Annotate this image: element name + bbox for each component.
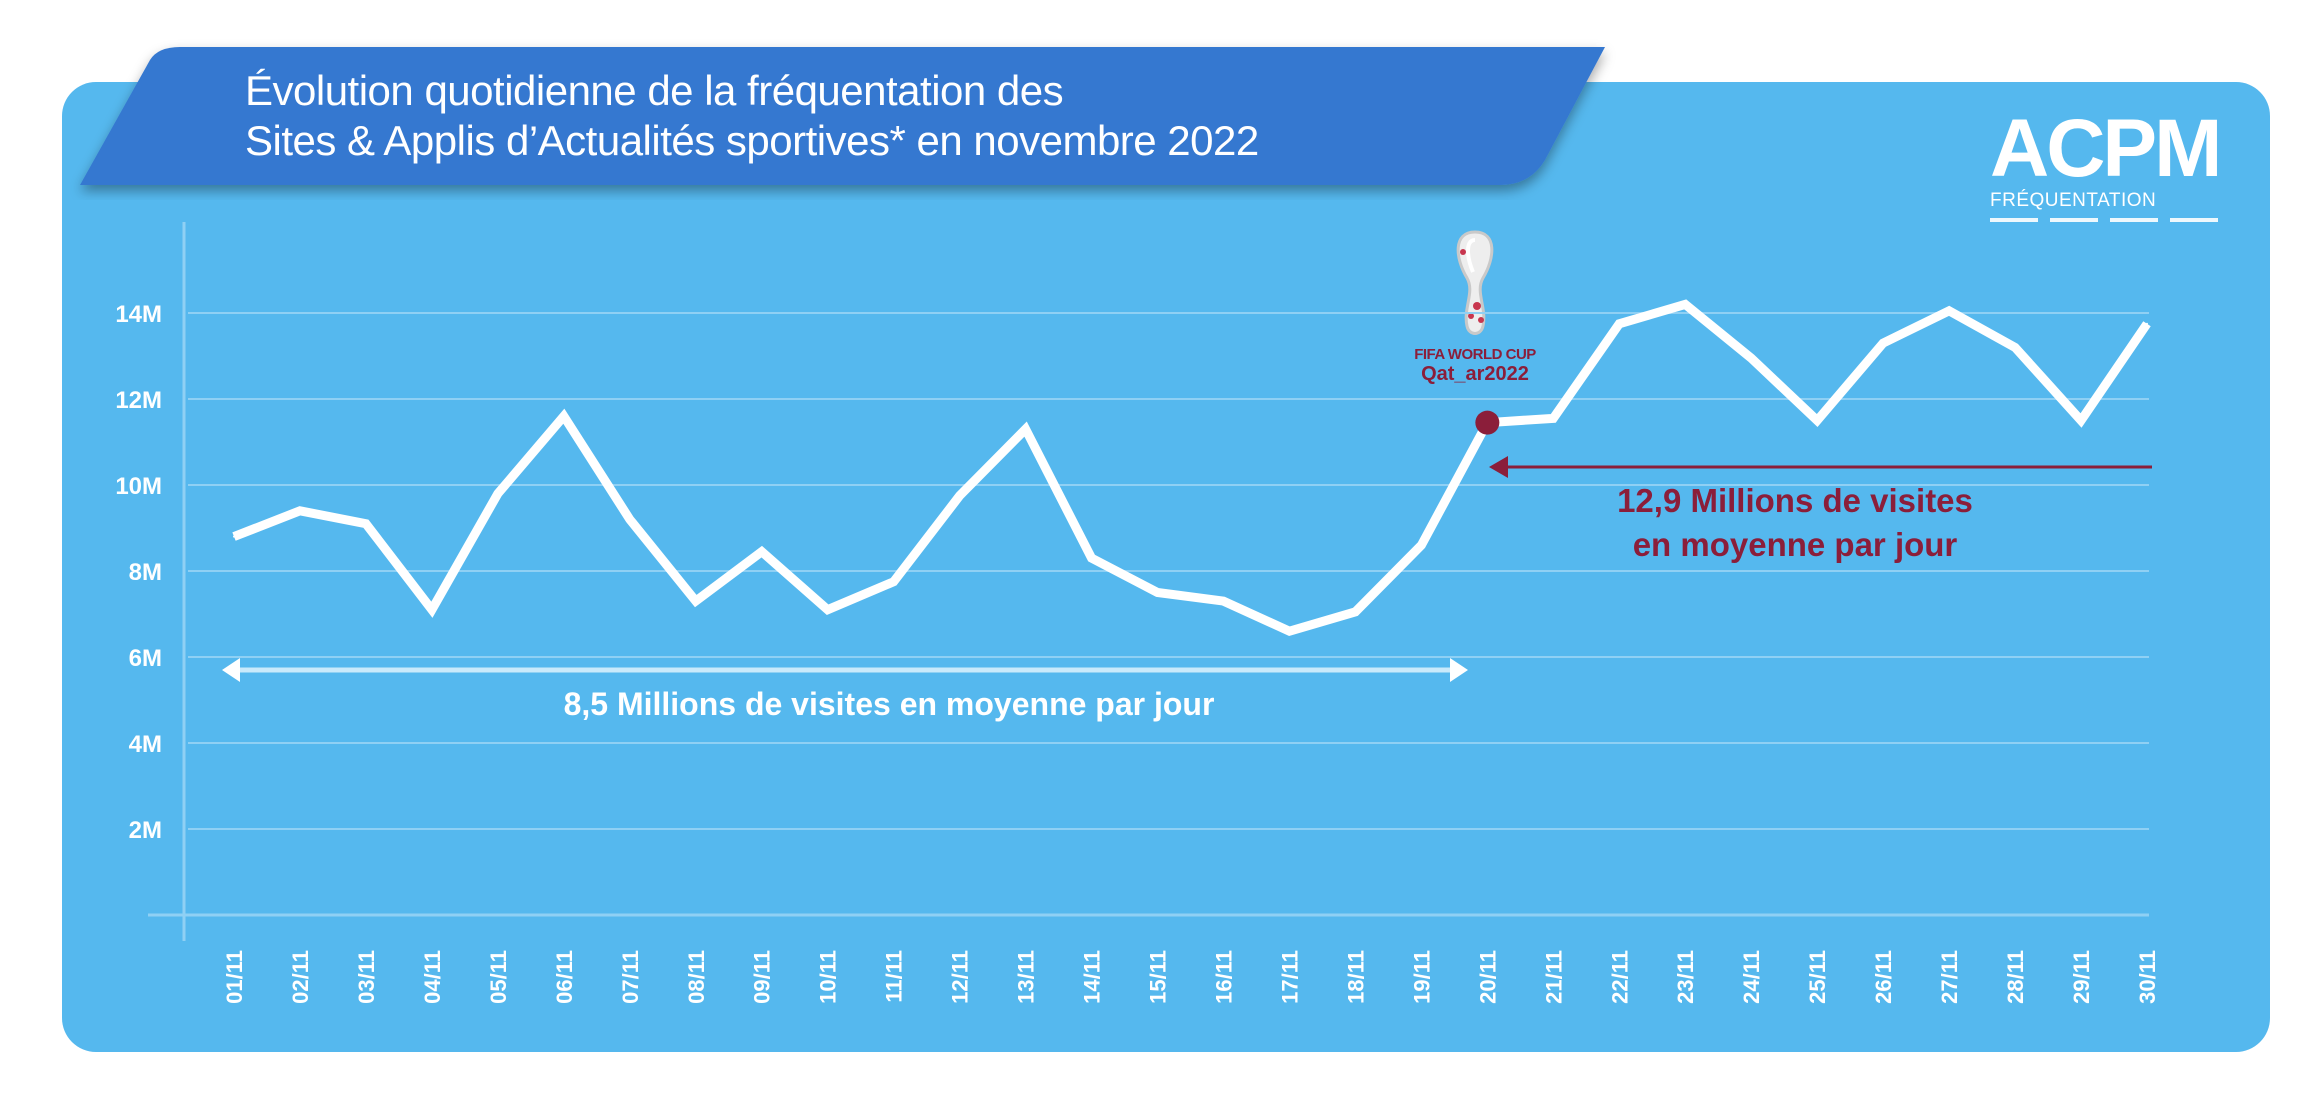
arrow-head-right xyxy=(1450,658,1468,682)
y-tick-label: 6M xyxy=(129,645,162,672)
series-line xyxy=(232,299,2151,636)
data-point xyxy=(1882,342,1885,345)
data-point xyxy=(562,415,565,418)
x-tick-label: 24/11 xyxy=(1739,950,1764,1004)
data-point xyxy=(364,522,367,525)
x-tick-label: 11/11 xyxy=(882,950,907,1003)
arrow-head-left xyxy=(222,658,240,682)
x-tick-label: 02/11 xyxy=(288,950,313,1004)
x-tick-label: 04/11 xyxy=(420,950,445,1004)
x-tick-label: 28/11 xyxy=(2003,950,2028,1004)
data-point xyxy=(1684,303,1687,306)
x-tick-label: 03/11 xyxy=(354,950,379,1004)
y-tick-label: 14M xyxy=(115,301,162,328)
chart-title: Évolution quotidienne de la fréquentatio… xyxy=(245,66,1259,166)
fifa-line-2: Qat_ar2022 xyxy=(1421,363,1529,385)
x-tick-label: 08/11 xyxy=(684,950,709,1004)
data-point xyxy=(1618,322,1621,325)
x-tick-label: 29/11 xyxy=(2069,950,2094,1004)
data-point xyxy=(2014,346,2017,349)
data-point xyxy=(496,492,499,495)
data-point xyxy=(958,494,961,497)
data-point xyxy=(1156,591,1159,594)
acpm-subtitle: FRÉQUENTATION xyxy=(1990,190,2157,211)
data-point xyxy=(430,608,433,611)
x-tick-label: 06/11 xyxy=(552,950,577,1004)
data-point xyxy=(760,550,763,553)
x-tick-label: 09/11 xyxy=(750,950,775,1004)
data-point xyxy=(233,535,235,538)
x-tick-label: 15/11 xyxy=(1146,950,1171,1004)
highlight-point-marker xyxy=(1475,410,1500,435)
y-tick-label: 4M xyxy=(129,731,162,758)
x-tick-label: 26/11 xyxy=(1871,950,1896,1004)
acpm-bars xyxy=(1990,218,2222,222)
data-point xyxy=(1024,428,1027,431)
chart-panel xyxy=(62,82,2270,1052)
arrow-head-left xyxy=(1489,456,1508,478)
x-tick-label: 19/11 xyxy=(1409,950,1434,1004)
y-tick-label: 12M xyxy=(115,387,162,414)
y-tick-label: 8M xyxy=(129,559,162,586)
data-point xyxy=(298,509,301,512)
x-tick-label: 20/11 xyxy=(1475,950,1500,1004)
x-tick-label: 21/11 xyxy=(1541,950,1566,1004)
y-tick-label: 10M xyxy=(115,473,162,500)
y-tick-label: 2M xyxy=(129,817,162,844)
data-point xyxy=(2080,419,2083,422)
x-tick-label: 14/11 xyxy=(1080,950,1105,1004)
acpm-brand: ACPM xyxy=(1990,103,2222,194)
data-point xyxy=(628,518,631,521)
x-tick-label: 22/11 xyxy=(1607,950,1632,1004)
x-tick-label: 10/11 xyxy=(816,950,841,1004)
data-point xyxy=(694,600,697,603)
data-point xyxy=(1420,544,1423,547)
data-point xyxy=(1090,557,1093,560)
average-after-label-1: 12,9 Millions de visites xyxy=(1617,482,1973,519)
data-point xyxy=(826,608,829,611)
x-tick-label: 07/11 xyxy=(618,950,643,1004)
x-tick-label: 25/11 xyxy=(1805,950,1830,1004)
x-tick-label: 01/11 xyxy=(222,950,247,1004)
fifa-world-cup-logo: FIFA WORLD CUP Qat_ar2022 xyxy=(1405,228,1545,385)
title-line-2: Sites & Applis d’Actualités sportives* e… xyxy=(245,117,1259,164)
x-tick-label: 27/11 xyxy=(1937,950,1962,1004)
x-tick-label: 16/11 xyxy=(1211,950,1236,1004)
data-point xyxy=(1816,419,1819,422)
x-tick-label: 17/11 xyxy=(1277,950,1302,1004)
acpm-logo: ACPM FRÉQUENTATION xyxy=(1990,108,2230,222)
data-point xyxy=(1552,417,1555,420)
x-tick-label: 13/11 xyxy=(1014,950,1039,1004)
data-point xyxy=(1288,630,1291,633)
data-point xyxy=(892,580,895,583)
data-point xyxy=(1750,357,1753,360)
data-point xyxy=(1948,309,1951,312)
average-after-label-2: en moyenne par jour xyxy=(1633,526,1958,563)
x-tick-label: 23/11 xyxy=(1673,950,1698,1004)
x-tick-label: 12/11 xyxy=(948,950,973,1004)
x-tick-label: 18/11 xyxy=(1343,950,1368,1004)
average-before-label: 8,5 Millions de visites en moyenne par j… xyxy=(564,686,1215,722)
fifa-line-1: FIFA WORLD CUP xyxy=(1414,346,1536,363)
x-tick-label: 05/11 xyxy=(486,950,511,1004)
title-line-1: Évolution quotidienne de la fréquentatio… xyxy=(245,67,1064,114)
world-cup-trophy-icon xyxy=(1456,230,1494,335)
data-point xyxy=(1222,600,1225,603)
data-point xyxy=(2146,322,2148,325)
data-point xyxy=(1354,610,1357,613)
x-tick-label: 30/11 xyxy=(2135,950,2160,1004)
